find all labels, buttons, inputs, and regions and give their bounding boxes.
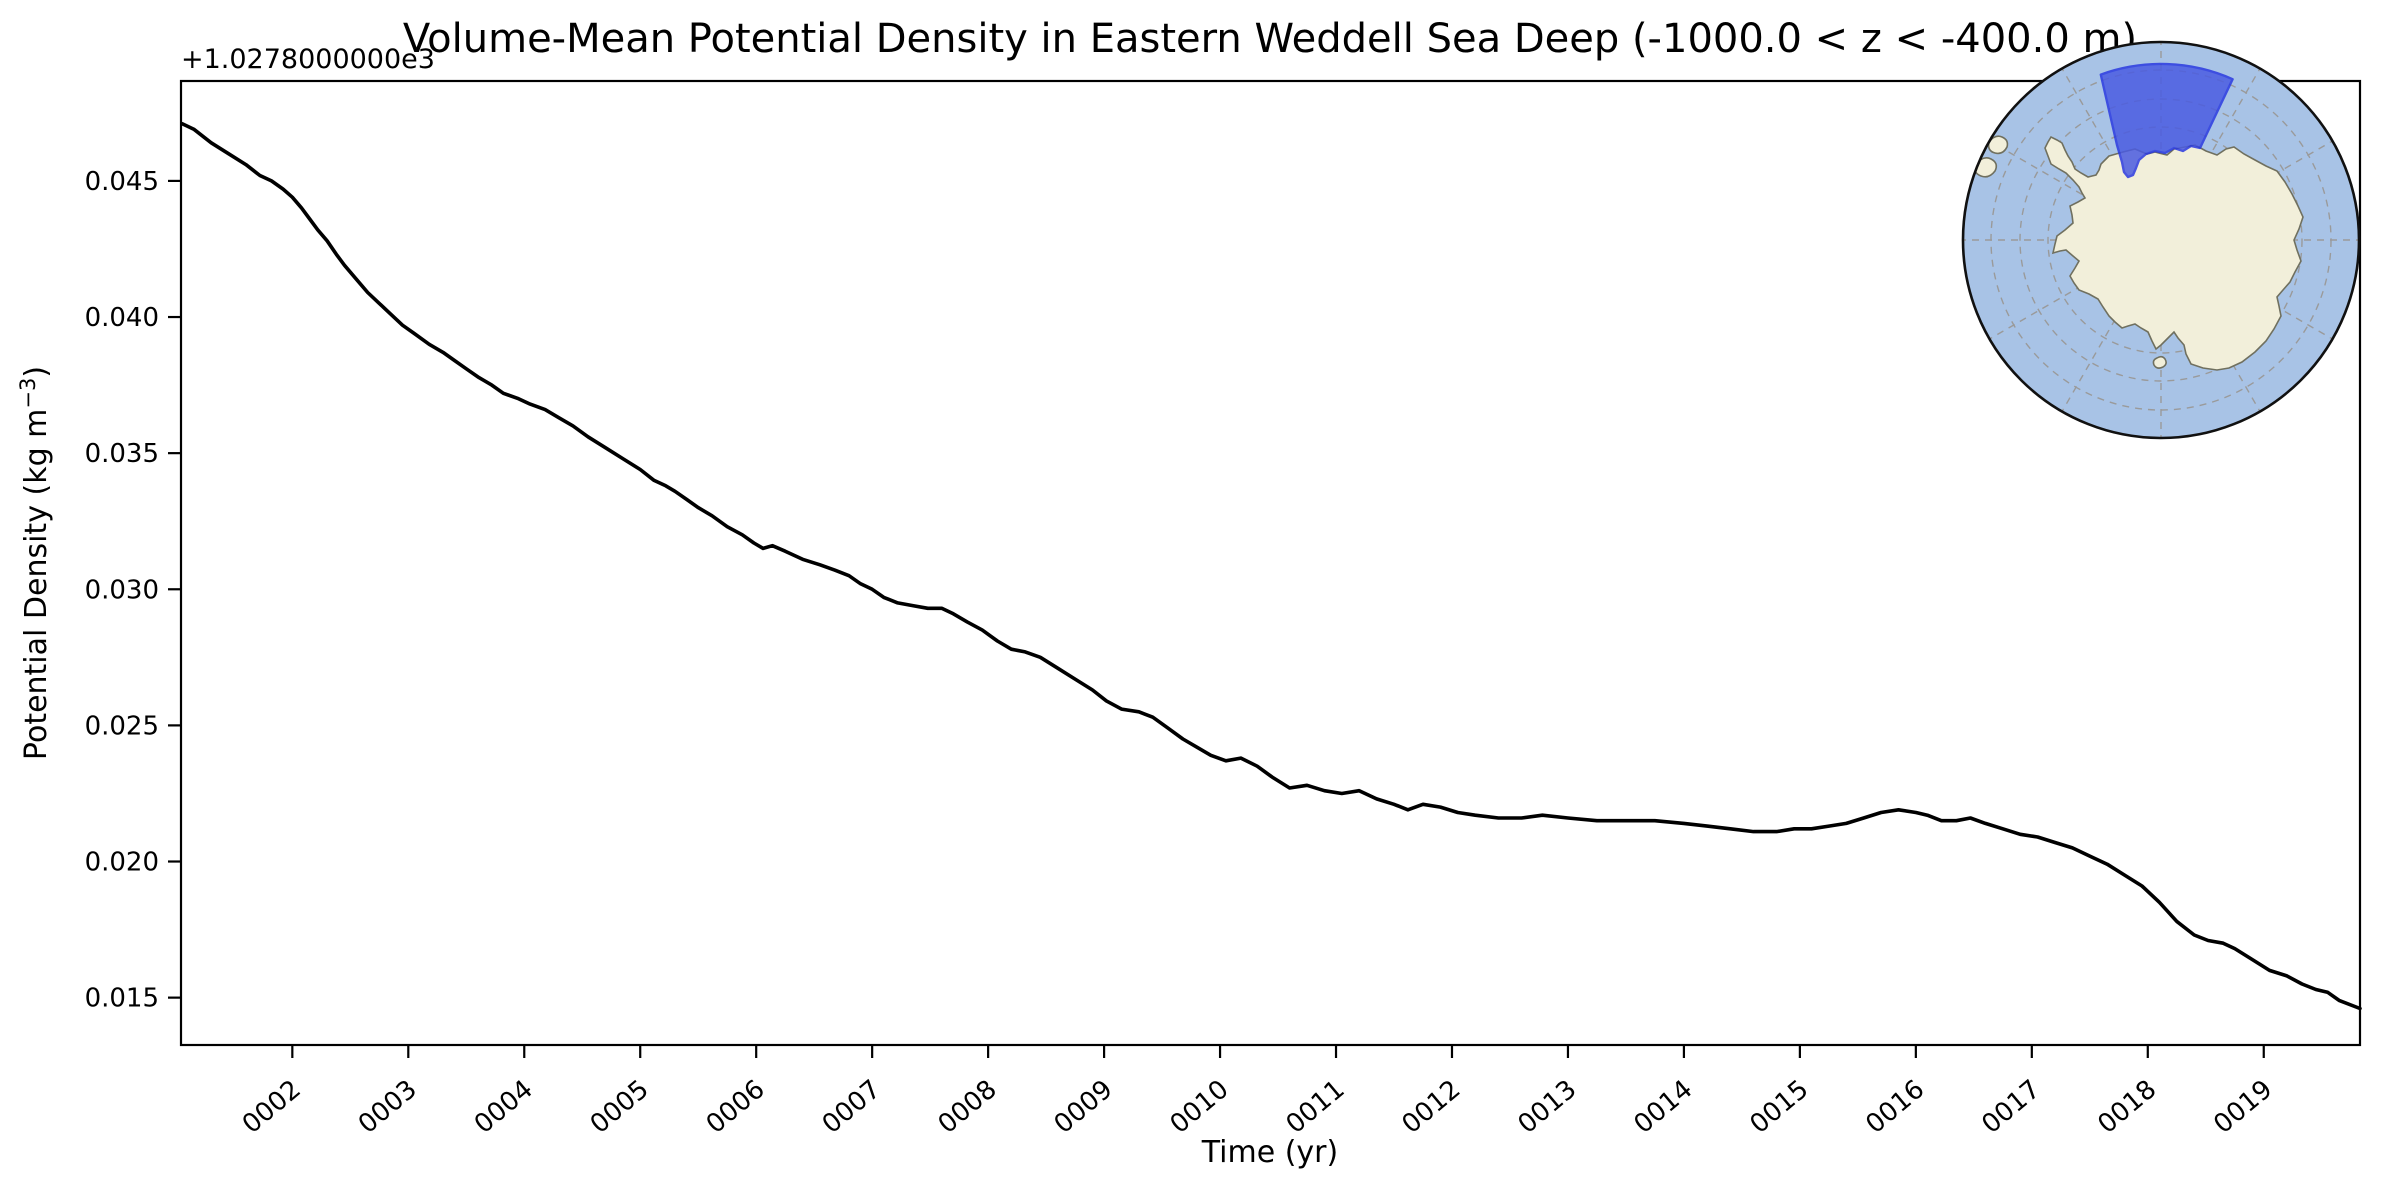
island (2152, 355, 2167, 369)
x-tick-label: 0014 (1628, 1074, 1698, 1140)
x-tick-label: 0005 (585, 1074, 655, 1140)
y-axis-label: Potential Density (kg m−3) (16, 366, 54, 760)
x-axis-label: Time (yr) (1201, 1135, 1338, 1170)
y-tick-label: 0.020 (85, 848, 159, 878)
x-axis-ticks: 0002 0003 0004 0005 0006 0007 0008 0009 0010 0011… (237, 1045, 2278, 1140)
y-tick-label: 0.025 (85, 711, 159, 741)
antarctica-inset-map (1961, 40, 2361, 440)
x-tick-label: 0011 (1281, 1074, 1351, 1140)
x-tick-label: 0006 (701, 1074, 771, 1140)
x-tick-label: 0010 (1165, 1074, 1235, 1140)
y-tick-label: 0.040 (85, 303, 159, 333)
y-axis-ticks: 0.015 0.020 0.025 0.030 0.035 0.040 0.045 (85, 167, 181, 1014)
island (1987, 135, 2009, 155)
weddell-sea-region-wedge (2099, 62, 2234, 179)
x-tick-label: 0003 (353, 1074, 423, 1140)
x-tick-label: 0013 (1512, 1074, 1582, 1140)
x-tick-label: 0008 (933, 1074, 1003, 1140)
x-tick-label: 0017 (1976, 1074, 2046, 1140)
x-tick-label: 0002 (237, 1074, 307, 1140)
axes-spines (179, 79, 2362, 1047)
x-tick-label: 0016 (1860, 1074, 1930, 1140)
x-tick-label: 0009 (1049, 1074, 1119, 1140)
x-tick-label: 0004 (469, 1074, 539, 1140)
map-border-circle (1961, 40, 2361, 440)
y-tick-label: 0.030 (85, 575, 159, 605)
map-clip-group (1963, 42, 2359, 438)
y-tick-label: 0.015 (85, 984, 159, 1014)
x-tick-label: 0012 (1397, 1074, 1467, 1140)
x-tick-label: 0019 (2208, 1074, 2278, 1140)
potential-density-line (180, 121, 2362, 1011)
antarctica-landmass (2044, 135, 2304, 371)
y-tick-label: 0.045 (85, 167, 159, 197)
x-tick-label: 0018 (2092, 1074, 2162, 1140)
x-tick-label: 0015 (1744, 1074, 1814, 1140)
chart-title: Volume-Mean Potential Density in Eastern… (403, 16, 2137, 62)
y-tick-label: 0.035 (85, 439, 159, 469)
y-axis-offset-text: +1.0278000000e3 (181, 44, 435, 75)
x-tick-label: 0007 (817, 1074, 887, 1140)
